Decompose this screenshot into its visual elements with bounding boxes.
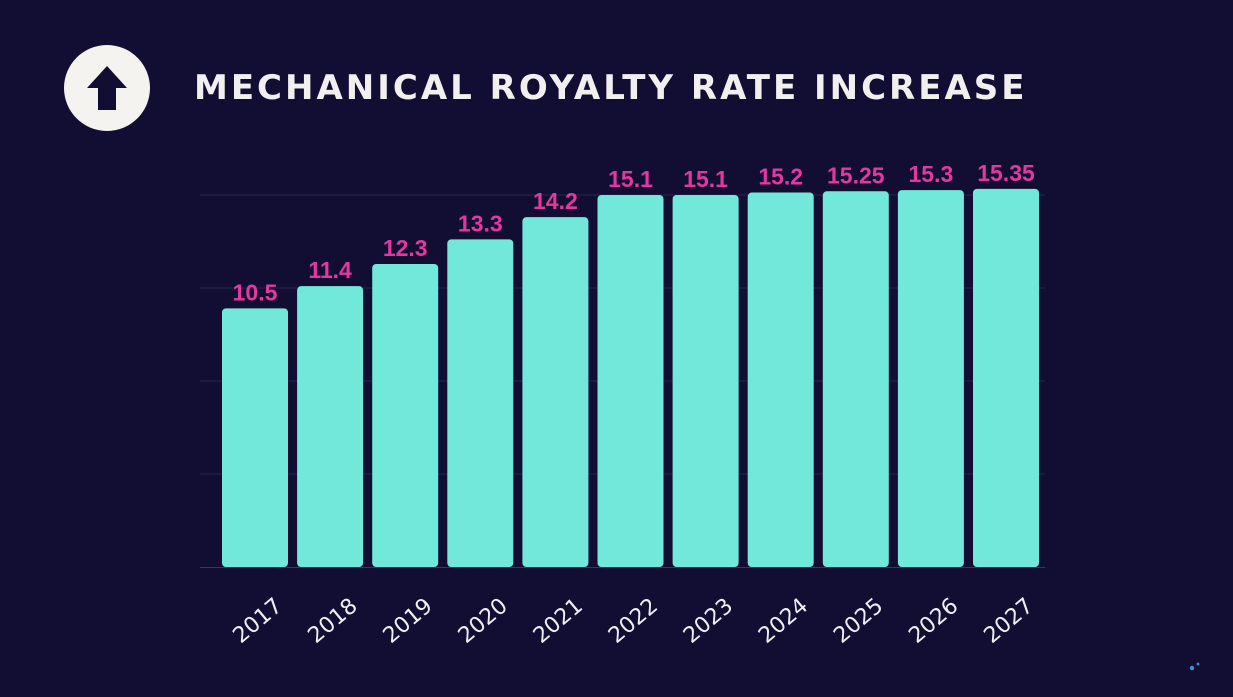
x-tick-label-2024: 2024 xyxy=(754,594,813,649)
x-tick-label-2025: 2025 xyxy=(829,594,888,649)
value-label-2023: 15.1 xyxy=(683,166,728,192)
x-tick-label-2022: 2022 xyxy=(604,594,663,649)
arrow-up-icon-glyph xyxy=(87,66,127,110)
bar-2020 xyxy=(447,239,514,568)
x-tick-label-2021: 2021 xyxy=(529,594,588,649)
x-tick-label-2020: 2020 xyxy=(454,594,513,649)
chart-header: MECHANICAL ROYALTY RATE INCREASE xyxy=(64,45,1028,131)
x-tick-label-2018: 2018 xyxy=(304,594,363,649)
bar-2024 xyxy=(747,192,814,567)
bar-2025 xyxy=(822,191,889,568)
bar-2018 xyxy=(297,286,364,567)
bar-2019 xyxy=(372,263,439,567)
x-tick-label-2019: 2019 xyxy=(379,594,438,649)
bar-2023 xyxy=(672,195,739,567)
x-tick-label-2027: 2027 xyxy=(979,594,1038,649)
bar-2017 xyxy=(222,308,288,567)
value-label-2025: 15.25 xyxy=(827,162,885,188)
value-label-2027: 15.35 xyxy=(977,160,1035,186)
bar-2027 xyxy=(973,188,1039,567)
value-label-2021: 14.2 xyxy=(533,188,578,214)
x-tick-label-2023: 2023 xyxy=(679,594,738,649)
value-label-2019: 12.3 xyxy=(383,235,428,261)
arrow-up-icon xyxy=(64,45,150,131)
bar-2022 xyxy=(597,195,664,567)
bar-2026 xyxy=(897,190,964,567)
watermark-logo xyxy=(1189,662,1200,671)
chart-title: MECHANICAL ROYALTY RATE INCREASE xyxy=(194,68,1028,108)
value-label-2022: 15.1 xyxy=(608,166,653,192)
x-tick-label-2017: 2017 xyxy=(228,594,287,649)
value-label-2024: 15.2 xyxy=(758,164,803,190)
value-label-2020: 13.3 xyxy=(458,210,503,236)
bar-2021 xyxy=(522,217,589,567)
value-label-2017: 10.5 xyxy=(233,279,278,305)
value-label-2018: 11.4 xyxy=(308,257,352,283)
value-label-2026: 15.3 xyxy=(909,161,954,187)
x-tick-label-2026: 2026 xyxy=(904,594,963,649)
